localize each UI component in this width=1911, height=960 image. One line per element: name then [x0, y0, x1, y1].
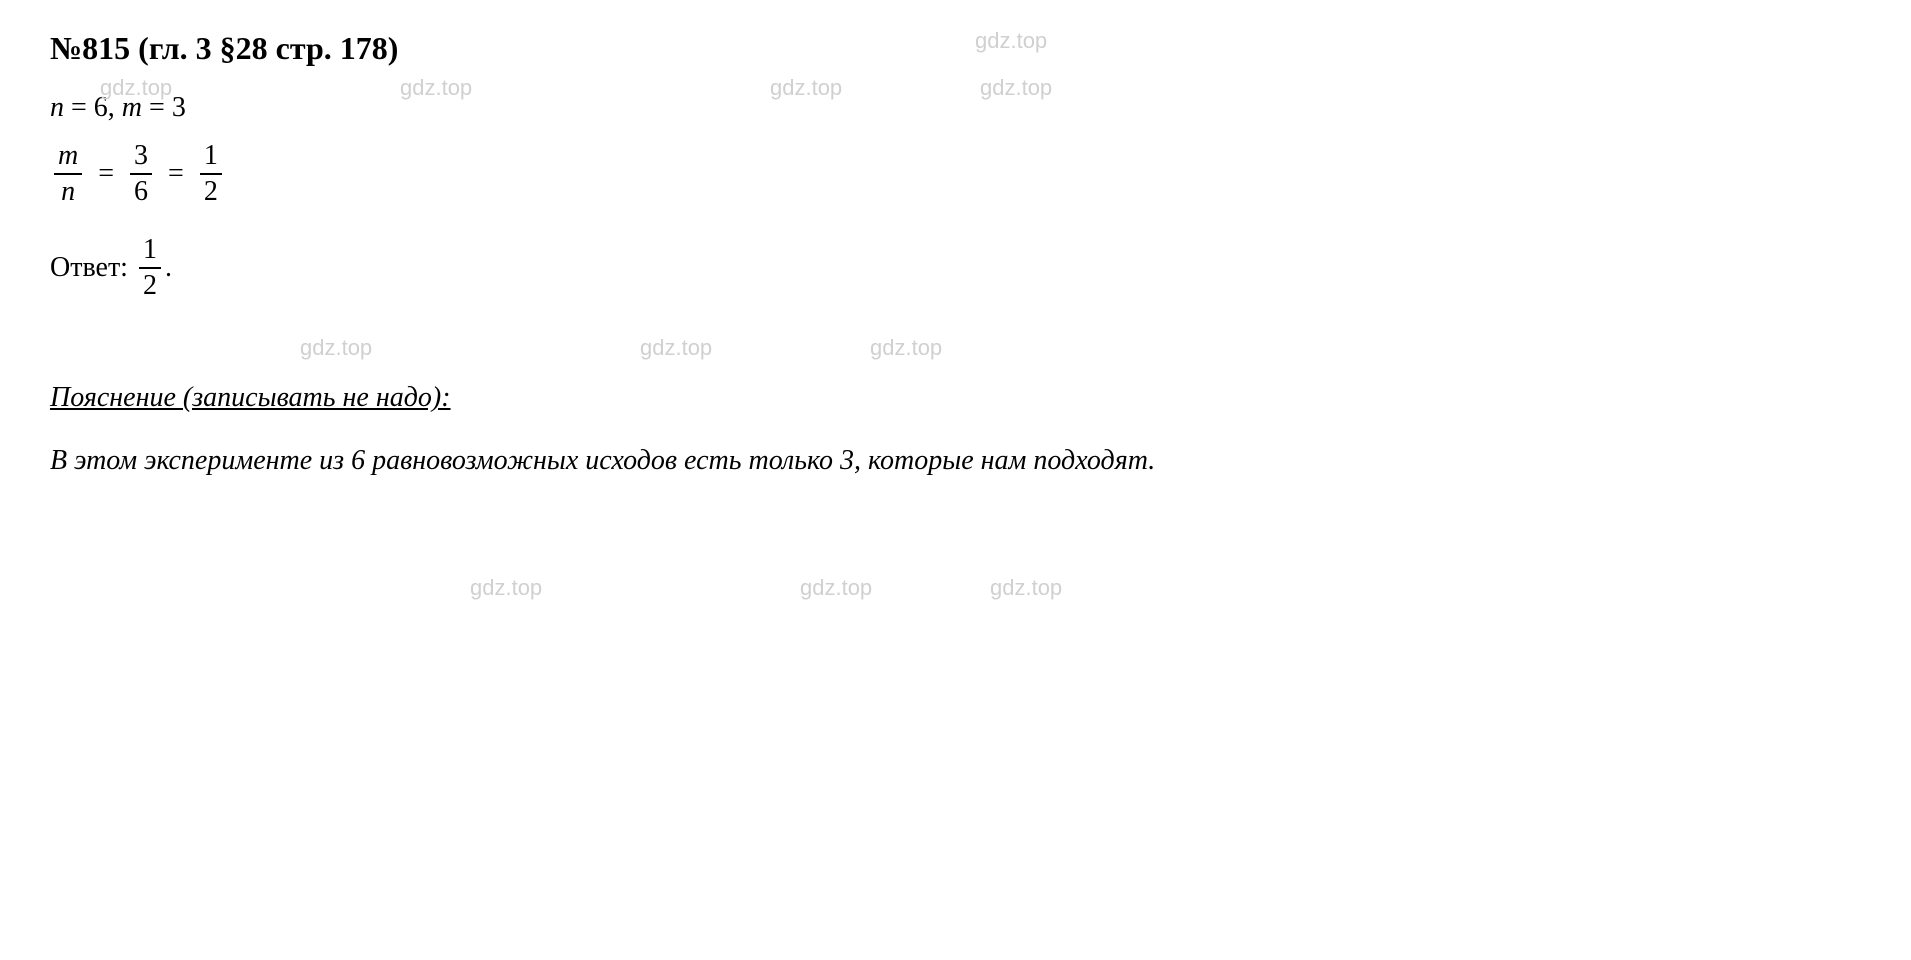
equation-line: m n = 3 6 = 1 2	[50, 139, 1861, 208]
explanation-text: В этом эксперименте из 6 равновозможных …	[50, 439, 1861, 484]
fraction-num: 1	[139, 233, 161, 269]
watermark: gdz.top	[640, 335, 712, 361]
watermark: gdz.top	[470, 575, 542, 601]
answer-line: Ответ: 1 2 .	[50, 233, 1861, 302]
n-variable: n	[50, 92, 64, 124]
n-value: 6	[94, 92, 108, 124]
problem-title: №815 (гл. 3 §28 стр. 178)	[50, 30, 1861, 67]
comma: ,	[108, 92, 122, 124]
fraction-den: 2	[139, 269, 161, 303]
fraction-den: 2	[200, 175, 222, 209]
given-line: n = 6 , m = 3	[50, 92, 1861, 124]
fraction-mn: m n	[54, 139, 82, 208]
fraction-den: n	[57, 175, 79, 209]
fraction-num: 3	[130, 139, 152, 175]
fraction-36: 3 6	[130, 139, 152, 208]
answer-label: Ответ:	[50, 252, 128, 284]
watermark: gdz.top	[990, 575, 1062, 601]
fraction-12: 1 2	[200, 139, 222, 208]
answer-period: .	[165, 252, 172, 284]
watermark: gdz.top	[800, 575, 872, 601]
equals-sign: =	[168, 158, 184, 190]
equals-sign: =	[64, 92, 94, 124]
answer-fraction: 1 2	[139, 233, 161, 302]
m-value: 3	[172, 92, 186, 124]
fraction-den: 6	[130, 175, 152, 209]
equals-sign: =	[98, 158, 114, 190]
explanation-heading: Пояснение (записывать не надо):	[50, 382, 1861, 414]
equals-sign: =	[142, 92, 172, 124]
fraction-num: m	[54, 139, 82, 175]
m-variable: m	[122, 92, 142, 124]
watermark: gdz.top	[300, 335, 372, 361]
fraction-num: 1	[200, 139, 222, 175]
watermark: gdz.top	[870, 335, 942, 361]
